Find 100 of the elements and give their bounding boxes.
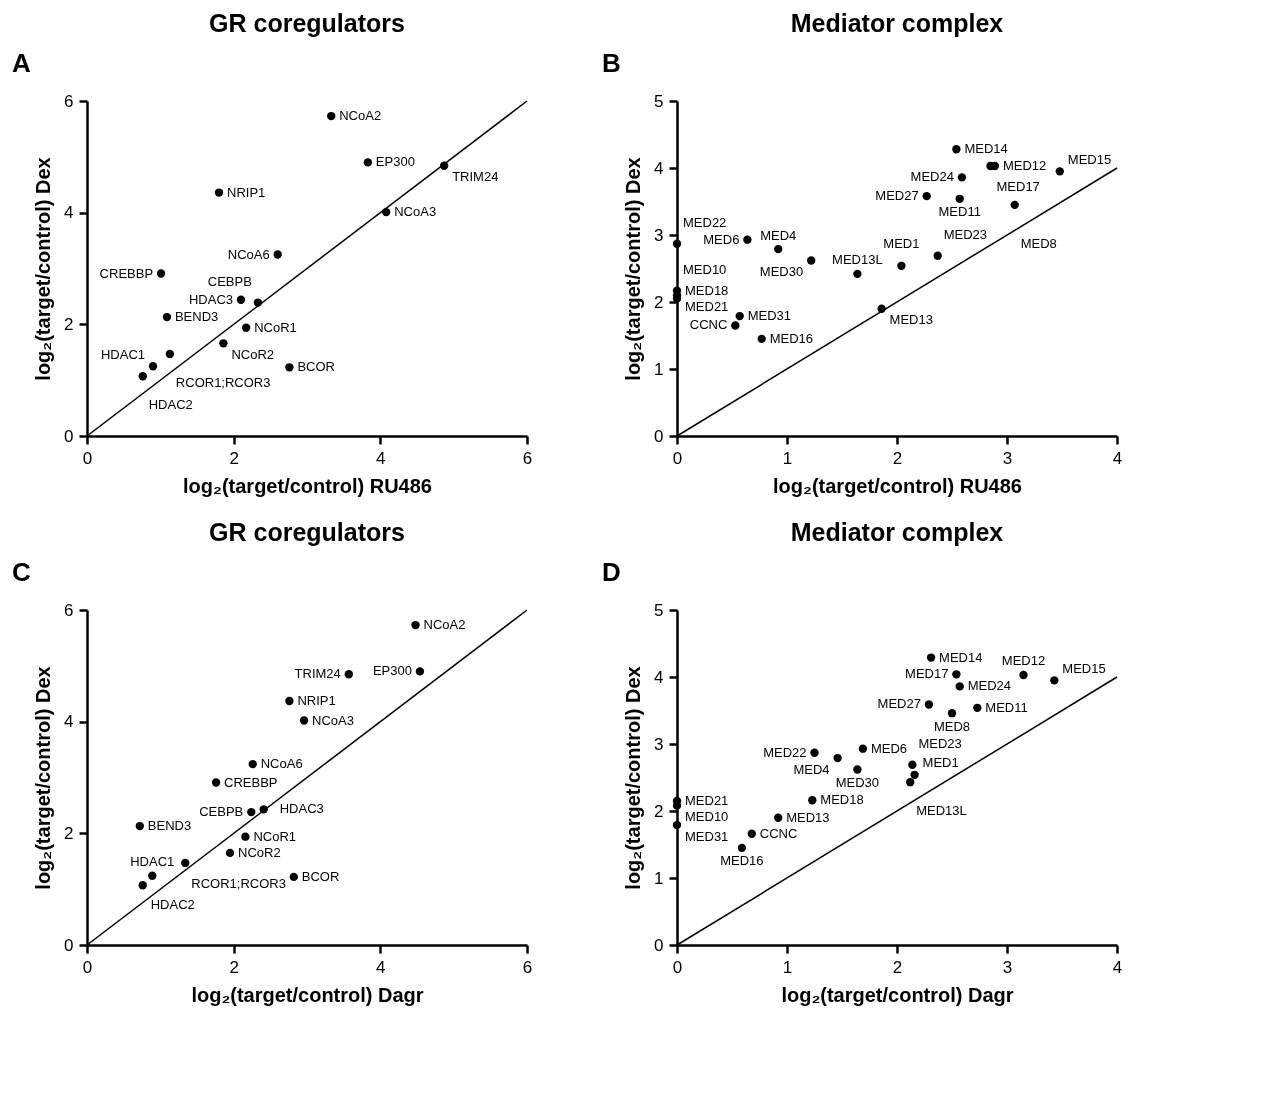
data-label: CREBBP xyxy=(99,265,154,281)
point xyxy=(973,703,982,712)
point xyxy=(273,250,282,259)
chart-title: Mediator complex xyxy=(790,518,1004,546)
point xyxy=(1010,200,1019,210)
data-label: MED22 xyxy=(682,214,727,230)
data-label: NCoA3 xyxy=(312,712,354,728)
point xyxy=(363,158,373,167)
point xyxy=(344,670,353,679)
x-axis-title: log₂(target/control) Dagr xyxy=(191,983,424,1006)
y-tick-label: 6 xyxy=(64,600,74,620)
y-tick-label: 4 xyxy=(654,667,664,687)
point xyxy=(853,269,862,279)
x-tick-label: 1 xyxy=(782,957,793,977)
data-label: RCOR1;RCOR3 xyxy=(191,875,286,891)
data-label: HDAC1 xyxy=(130,854,175,870)
data-label: NCoR1 xyxy=(253,828,297,844)
y-tick-label: 5 xyxy=(654,600,664,620)
point xyxy=(808,796,817,805)
point xyxy=(299,716,309,725)
data-label: MED13L xyxy=(916,803,967,819)
point xyxy=(219,339,228,348)
y-tick-label: 6 xyxy=(64,91,74,111)
point xyxy=(138,881,147,890)
data-label: NRIP1 xyxy=(227,184,266,200)
point xyxy=(774,244,783,254)
chart-title: GR coregulators xyxy=(209,518,405,546)
data-label: HDAC3 xyxy=(279,801,324,817)
x-tick-label: 4 xyxy=(1112,448,1123,468)
chart-title: Mediator complex xyxy=(790,9,1004,37)
x-tick-label: 2 xyxy=(229,957,239,977)
point xyxy=(957,173,967,182)
data-label: MED4 xyxy=(760,227,797,243)
point xyxy=(955,194,964,203)
data-label: MED24 xyxy=(910,169,954,185)
data-label: MED24 xyxy=(967,678,1012,694)
point xyxy=(148,871,157,880)
x-tick-label: 4 xyxy=(376,448,386,468)
y-tick-label: 3 xyxy=(654,734,664,754)
data-label: EP300 xyxy=(375,154,415,170)
data-label: MED6 xyxy=(703,231,740,247)
data-label: MED31 xyxy=(684,828,729,844)
point xyxy=(853,765,862,774)
point xyxy=(138,372,147,381)
data-label: HDAC2 xyxy=(148,397,193,413)
point xyxy=(411,620,420,630)
point xyxy=(737,843,747,853)
data-label: MED15 xyxy=(1067,151,1112,167)
point xyxy=(1019,670,1028,680)
data-label: MED22 xyxy=(763,744,807,760)
x-axis-title: log₂(target/control) Dagr xyxy=(781,983,1014,1006)
data-label: NCoR2 xyxy=(231,346,275,362)
point xyxy=(774,813,783,822)
point xyxy=(241,323,251,332)
x-axis-title: log₂(target/control) RU486 xyxy=(773,474,1022,497)
x-tick-label: 1 xyxy=(782,448,793,468)
data-label: MED27 xyxy=(875,188,919,204)
data-label: HDAC1 xyxy=(100,346,146,362)
data-label: BCOR xyxy=(297,359,335,375)
data-label: MED6 xyxy=(870,740,908,756)
point xyxy=(1055,167,1064,176)
y-tick-label: 4 xyxy=(64,203,74,223)
point xyxy=(162,312,172,322)
data-label: MED13 xyxy=(889,312,933,328)
point xyxy=(241,832,250,841)
data-label: NCoR2 xyxy=(238,844,281,860)
data-label: MED21 xyxy=(684,792,729,808)
y-tick-label: 4 xyxy=(64,712,74,732)
data-label: MED12 xyxy=(1002,157,1047,173)
data-label: BEND3 xyxy=(147,818,192,834)
data-label: MED14 xyxy=(964,141,1008,157)
point xyxy=(247,807,256,817)
data-label: NCoA2 xyxy=(339,108,382,124)
y-tick-label: 0 xyxy=(64,935,74,955)
data-label: MED11 xyxy=(985,699,1028,715)
data-label: MED10 xyxy=(682,261,727,277)
data-label: MED16 xyxy=(769,330,814,346)
point xyxy=(211,778,221,787)
x-tick-label: 2 xyxy=(892,957,903,977)
point xyxy=(747,829,756,838)
data-label: MED10 xyxy=(684,809,729,825)
point xyxy=(810,748,819,757)
x-tick-label: 3 xyxy=(1002,448,1013,468)
data-label: MED13L xyxy=(832,252,883,268)
data-label: CEBPB xyxy=(207,273,252,289)
data-label: CCNC xyxy=(759,825,798,841)
data-label: MED30 xyxy=(835,774,880,790)
data-label: MED11 xyxy=(938,204,981,220)
x-tick-label: 3 xyxy=(1002,957,1013,977)
text: B xyxy=(602,48,621,78)
data-label: MED4 xyxy=(793,761,830,777)
x-tick-label: 0 xyxy=(82,957,93,977)
y-tick-label: 2 xyxy=(654,292,664,312)
y-tick-label: 2 xyxy=(64,823,74,843)
point xyxy=(672,820,682,830)
y-axis-title: log₂(target/control) Dex xyxy=(622,666,645,890)
data-label: MED27 xyxy=(877,696,921,712)
data-label: TRIM24 xyxy=(452,169,499,185)
data-label: MED23 xyxy=(918,735,962,751)
y-tick-label: 0 xyxy=(64,426,74,446)
